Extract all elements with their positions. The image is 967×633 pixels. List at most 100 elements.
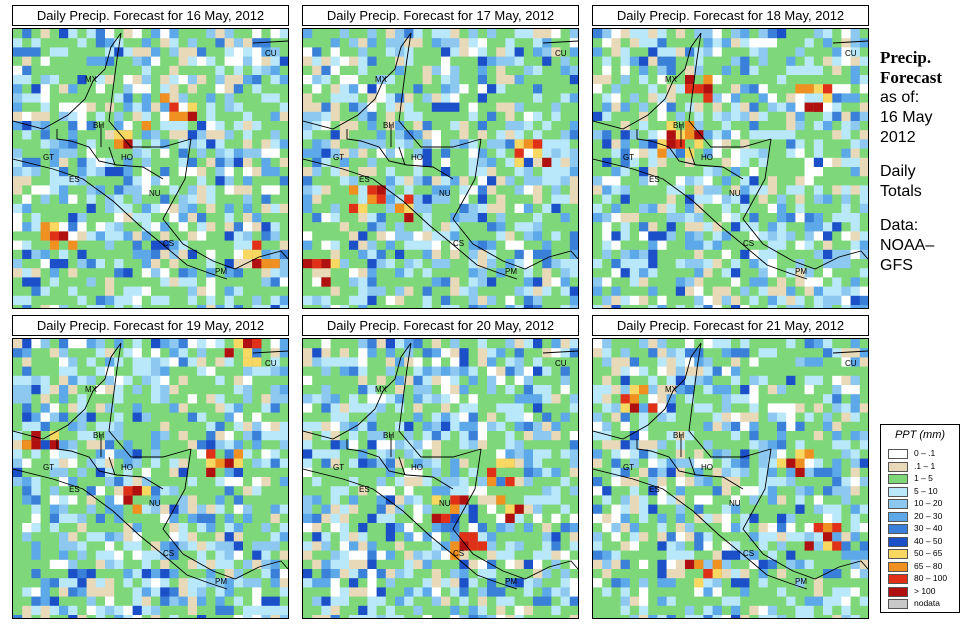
country-label: HO <box>121 153 133 162</box>
country-label: NU <box>729 189 741 198</box>
country-label: BH <box>673 121 685 130</box>
coastline <box>303 32 578 280</box>
legend-label: 80 – 100 <box>914 573 948 583</box>
country-label: CU <box>265 49 277 58</box>
precip-grid <box>13 29 288 308</box>
country-label: ES <box>359 485 370 494</box>
coastline <box>303 342 578 590</box>
precip-grid <box>593 339 868 618</box>
sidebar-data-line3: GFS <box>880 257 913 274</box>
country-label: PM <box>215 267 227 276</box>
legend-entry: 0 – .1 <box>888 448 958 459</box>
legend-label: 65 – 80 <box>914 560 943 571</box>
country-label: GT <box>333 153 345 162</box>
legend-label: 20 – 30 <box>914 510 943 521</box>
legend-entry: 65 – 80 <box>888 561 958 572</box>
country-label: CS <box>453 549 465 558</box>
forecast-panel: Daily Precip. Forecast for 18 May, 2012 M… <box>592 5 869 309</box>
country-label: GT <box>43 153 55 162</box>
panel-title: Daily Precip. Forecast for 19 May, 2012 <box>12 315 289 336</box>
legend-swatch <box>888 499 908 509</box>
forecast-map: MX BH GT HO ES NU CS PM CU <box>302 338 579 619</box>
country-label: ES <box>649 175 660 184</box>
country-label: ES <box>69 175 80 184</box>
country-label: ES <box>649 485 660 494</box>
country-label: PM <box>505 577 517 586</box>
country-label: PM <box>795 267 807 276</box>
country-label: HO <box>411 463 423 472</box>
country-label: CS <box>743 549 755 558</box>
sidebar-title-line1: Precip. <box>880 48 932 67</box>
country-label: GT <box>333 463 345 472</box>
country-label: CU <box>845 49 857 58</box>
legend-swatch <box>888 461 908 472</box>
coastline <box>593 32 868 280</box>
legend-swatch <box>888 449 908 459</box>
legend-entry: 20 – 30 <box>888 511 958 522</box>
country-label: NU <box>729 499 741 508</box>
country-label: HO <box>701 463 713 472</box>
legend-entry: 80 – 100 <box>888 573 958 584</box>
legend-label: 40 – 50 <box>914 535 943 546</box>
country-label: MX <box>375 385 387 394</box>
legend-entry: 5 – 10 <box>888 486 958 497</box>
legend-entry: .1 – 1 <box>888 461 958 472</box>
legend-entry: 50 – 65 <box>888 548 958 559</box>
precip-grid <box>303 339 578 618</box>
country-label: CU <box>265 359 277 368</box>
legend-label: 50 – 65 <box>914 548 943 558</box>
legend-label: 30 – 40 <box>914 523 943 533</box>
forecast-map: MX BH GT HO ES NU CS PM CU <box>12 338 289 619</box>
country-label: MX <box>665 75 677 84</box>
country-label: ES <box>359 175 370 184</box>
coastline <box>13 32 288 280</box>
panel-title: Daily Precip. Forecast for 16 May, 2012 <box>12 5 289 26</box>
sidebar-data-line1: Data: <box>880 217 919 234</box>
forecast-panel: Daily Precip. Forecast for 17 May, 2012 M… <box>302 5 579 309</box>
panel-title: Daily Precip. Forecast for 18 May, 2012 <box>592 5 869 26</box>
country-label: MX <box>85 75 97 84</box>
precip-grid <box>593 29 868 308</box>
country-label: GT <box>623 153 635 162</box>
country-label: GT <box>43 463 55 472</box>
sidebar-info: Precip. Forecast as of: 16 May 2012 Dail… <box>880 48 967 276</box>
country-label: CS <box>163 239 175 248</box>
country-label: HO <box>121 463 133 472</box>
legend-swatch <box>888 524 908 534</box>
precip-grid <box>303 29 578 308</box>
forecast-map: MX BH GT HO ES NU CS PM CU <box>592 338 869 619</box>
legend-swatch <box>888 486 908 497</box>
forecast-panel: Daily Precip. Forecast for 21 May, 2012 M… <box>592 315 869 619</box>
country-label: CS <box>163 549 175 558</box>
country-label: BH <box>383 431 395 440</box>
legend-swatch <box>888 574 908 584</box>
country-label: CS <box>453 239 465 248</box>
legend-swatch <box>888 561 908 572</box>
legend-swatch <box>888 511 908 522</box>
legend-entry: 40 – 50 <box>888 536 958 547</box>
country-label: CS <box>743 239 755 248</box>
forecast-panel: Daily Precip. Forecast for 19 May, 2012 M… <box>12 315 289 619</box>
country-label: NU <box>439 189 451 198</box>
sidebar-asof-line2: 16 May <box>880 109 933 126</box>
country-label: CU <box>555 359 567 368</box>
legend-entry: 30 – 40 <box>888 523 958 534</box>
country-label: PM <box>215 577 227 586</box>
country-label: GT <box>623 463 635 472</box>
legend-label: 10 – 20 <box>914 498 943 508</box>
panel-title: Daily Precip. Forecast for 21 May, 2012 <box>592 315 869 336</box>
legend-label: 1 – 5 <box>914 473 933 483</box>
legend-swatch <box>888 536 908 547</box>
country-label: PM <box>505 267 517 276</box>
precip-grid <box>13 339 288 618</box>
legend-swatch <box>888 586 908 597</box>
sidebar-data-line2: NOAA– <box>880 237 935 254</box>
legend-swatch <box>888 599 908 609</box>
country-label: MX <box>665 385 677 394</box>
legend-swatch <box>888 474 908 484</box>
country-label: NU <box>439 499 451 508</box>
panel-title: Daily Precip. Forecast for 20 May, 2012 <box>302 315 579 336</box>
country-label: BH <box>93 121 105 130</box>
sidebar-totals-line2: Totals <box>880 183 922 200</box>
forecast-panel: Daily Precip. Forecast for 20 May, 2012 M… <box>302 315 579 619</box>
